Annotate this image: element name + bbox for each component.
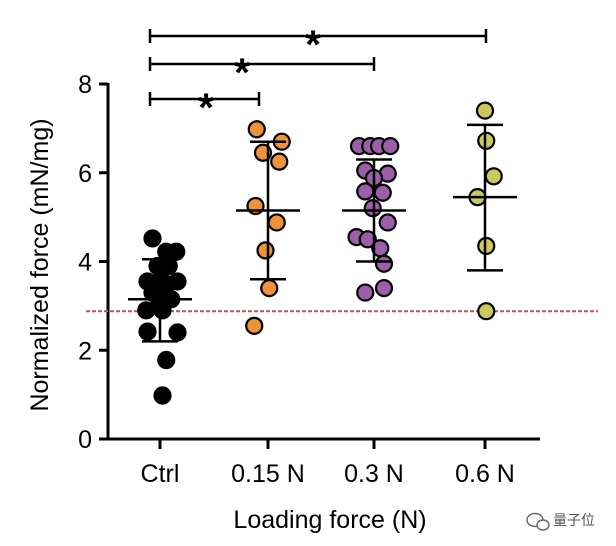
- data-point: [477, 302, 496, 321]
- data-point: [374, 254, 394, 273]
- data-point: [137, 301, 156, 320]
- significance-bracket: *: [148, 86, 261, 130]
- data-point: [138, 322, 157, 341]
- mean-sd-bar: [236, 140, 300, 281]
- data-point: [153, 386, 172, 405]
- data-point: [373, 183, 392, 202]
- y-tick-label: 8: [78, 71, 92, 99]
- data-point: [381, 137, 400, 156]
- y-tick-label: 6: [78, 160, 92, 188]
- mean-sd-bar: [128, 258, 192, 343]
- y-tick-label: 4: [78, 249, 92, 277]
- data-point: [356, 182, 375, 201]
- significance-brackets: * * *: [148, 23, 488, 130]
- significance-bracket: *: [148, 23, 488, 67]
- data-point: [157, 350, 176, 370]
- mean-sd-bar: [342, 158, 406, 263]
- data-point: [358, 230, 377, 249]
- data-point: [247, 120, 266, 139]
- data-point: [168, 272, 187, 291]
- watermark: 量子位: [526, 512, 595, 531]
- data-point: [245, 316, 264, 335]
- x-tick-label: Ctrl: [141, 460, 180, 488]
- data-point: [256, 241, 275, 260]
- data-point: [374, 279, 394, 298]
- data-point: [267, 213, 286, 232]
- data-layer: [128, 101, 517, 405]
- data-point: [153, 301, 172, 320]
- data-point: [378, 213, 397, 232]
- significance-star: *: [234, 51, 250, 95]
- y-tick-label: 0: [78, 426, 92, 454]
- significance-star: *: [305, 23, 321, 67]
- data-point: [168, 323, 187, 342]
- x-tick-label: 0.3 N: [344, 460, 404, 488]
- y-tick-label: 2: [78, 337, 92, 365]
- x-tick-label: 0.6 N: [455, 460, 515, 488]
- series-group: [453, 101, 517, 321]
- data-point: [475, 101, 495, 120]
- data-point: [270, 152, 289, 171]
- x-tick-label: 0.15 N: [231, 460, 305, 488]
- mean-sd-bar: [453, 123, 517, 272]
- y-axis: 0 2 4 6 8: [78, 71, 110, 454]
- watermark-text: 量子位: [553, 512, 595, 528]
- y-axis-label: Normalized force (mN/mg): [26, 118, 54, 411]
- series-group: [236, 120, 300, 335]
- series-group: [128, 229, 192, 405]
- data-point: [356, 283, 375, 302]
- x-axis-label: Loading force (N): [233, 506, 426, 534]
- data-point: [143, 229, 162, 248]
- data-point: [484, 167, 503, 186]
- x-axis: Ctrl 0.15 N 0.3 N 0.6 N: [107, 437, 540, 488]
- significance-star: *: [198, 86, 214, 130]
- series-group: [342, 137, 406, 302]
- wechat-icon: [526, 512, 550, 531]
- data-point: [260, 279, 279, 298]
- significance-bracket: *: [148, 51, 376, 95]
